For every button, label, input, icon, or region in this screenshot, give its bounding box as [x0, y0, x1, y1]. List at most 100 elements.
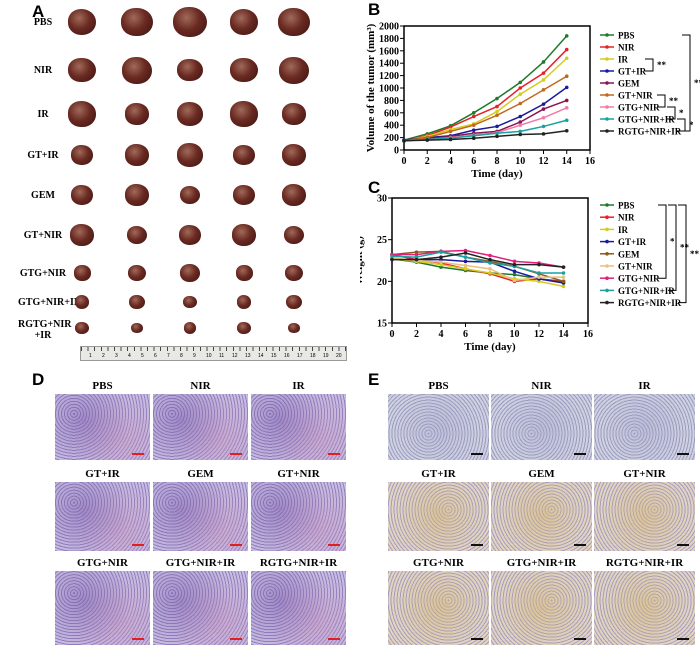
data-point [463, 267, 468, 271]
micrograph-label: GTG+NIR+IR [165, 557, 236, 569]
tumor-photo [125, 103, 149, 125]
micrograph-image [153, 482, 248, 551]
data-point [471, 136, 476, 141]
legend-label: NIR [618, 213, 635, 223]
significance-bracket [658, 204, 667, 279]
micrograph-cell: GEM [491, 468, 592, 551]
series-line-gtg-nir [392, 249, 564, 268]
y-tick-label: 1400 [379, 59, 399, 70]
x-tick-label: 2 [414, 329, 419, 340]
data-point [439, 260, 443, 264]
significance-mark: ** [669, 96, 679, 106]
significance-bracket [678, 204, 687, 304]
data-point [414, 250, 419, 254]
data-point [488, 261, 492, 265]
significance-mark: ** [657, 60, 667, 70]
micrograph-label: IR [292, 380, 305, 392]
legend-label: GEM [618, 79, 640, 89]
tumor-photo [70, 185, 94, 205]
micrograph-image [491, 482, 592, 551]
legend-label: IR [618, 55, 629, 65]
ruler-number: 18 [310, 353, 316, 359]
panel-label-b: B [368, 0, 381, 19]
scale-bar [328, 638, 340, 640]
x-tick-label: 12 [539, 156, 549, 167]
data-point [448, 129, 453, 134]
significance-bracket [668, 204, 677, 291]
micrograph-cell: RGTG+NIR+IR [251, 557, 346, 645]
tumor-photo [232, 185, 256, 205]
scale-bar [132, 544, 144, 546]
legend-label: NIR [618, 43, 635, 53]
legend-label: GEM [618, 249, 640, 259]
scale-bar [677, 544, 689, 546]
ruler-number: 13 [245, 353, 251, 359]
legend-marker [605, 33, 609, 37]
tumor-photo [279, 56, 309, 84]
y-axis-title: Weight (g) [360, 236, 365, 286]
legend-label: PBS [618, 31, 635, 41]
micrograph-image [594, 394, 695, 460]
significance-mark: *** [694, 78, 700, 88]
tumor-photo [177, 143, 203, 167]
data-point [537, 271, 541, 275]
x-tick-label: 8 [488, 329, 493, 340]
scale-bar [230, 453, 242, 455]
ruler-number: 2 [102, 353, 105, 359]
data-point [439, 262, 443, 267]
data-point [518, 132, 523, 137]
tumor-photo [74, 295, 90, 309]
micrograph-image [388, 571, 489, 645]
data-point [471, 133, 476, 138]
micrograph-label: NIR [531, 380, 552, 392]
data-point [390, 257, 394, 262]
micrograph-image [55, 482, 150, 551]
legend-marker [605, 227, 609, 232]
data-point [471, 114, 476, 119]
x-tick-label: 10 [510, 329, 520, 340]
significance-bracket [682, 34, 691, 132]
micrograph-cell: NIR [491, 380, 592, 460]
micrograph-label: NIR [190, 380, 211, 392]
significance-mark: * [689, 120, 694, 130]
micrograph-label: GT+NIR [277, 468, 320, 480]
data-point [402, 138, 406, 143]
scale-bar [574, 453, 586, 455]
series-line-gt-nir [403, 75, 568, 142]
significance-mark: ** [680, 243, 690, 253]
ruler-number: 9 [193, 353, 196, 359]
data-point [463, 263, 468, 268]
x-axis-title: Time (day) [471, 168, 523, 180]
micrograph-image [55, 394, 150, 460]
significance-bracket [657, 94, 666, 108]
tumor-photo [288, 322, 300, 334]
micrograph-cell: NIR [153, 380, 248, 460]
group-label: GTG+NIR [19, 268, 67, 279]
data-point [471, 128, 476, 132]
data-point [561, 275, 566, 279]
micrograph-cell: GTG+NIR [388, 557, 489, 645]
x-tick-label: 14 [559, 329, 569, 340]
data-point [512, 272, 517, 277]
tumor-photo [230, 101, 258, 127]
tumor-photo [178, 225, 202, 245]
data-point [561, 271, 566, 275]
micrograph-label: GT+NIR [623, 468, 666, 480]
data-point [518, 123, 523, 127]
x-axis-title: Time (day) [464, 341, 516, 353]
micrograph-label: RGTG+NIR+IR [259, 557, 338, 569]
micrograph-image [153, 571, 248, 645]
micrograph-image [388, 394, 489, 460]
legend-label: PBS [618, 201, 635, 211]
x-tick-label: 16 [583, 329, 593, 340]
significance-mark: * [679, 108, 684, 118]
tumor-photo [122, 56, 152, 84]
tumor-photo [177, 58, 203, 82]
micrograph-label: GT+IR [421, 468, 456, 480]
data-point [495, 124, 499, 129]
ruler-number: 12 [232, 353, 238, 359]
data-point [495, 96, 499, 101]
ruler-number: 3 [115, 353, 118, 359]
data-point [518, 86, 523, 90]
legend-label: GT+NIR [618, 91, 653, 101]
